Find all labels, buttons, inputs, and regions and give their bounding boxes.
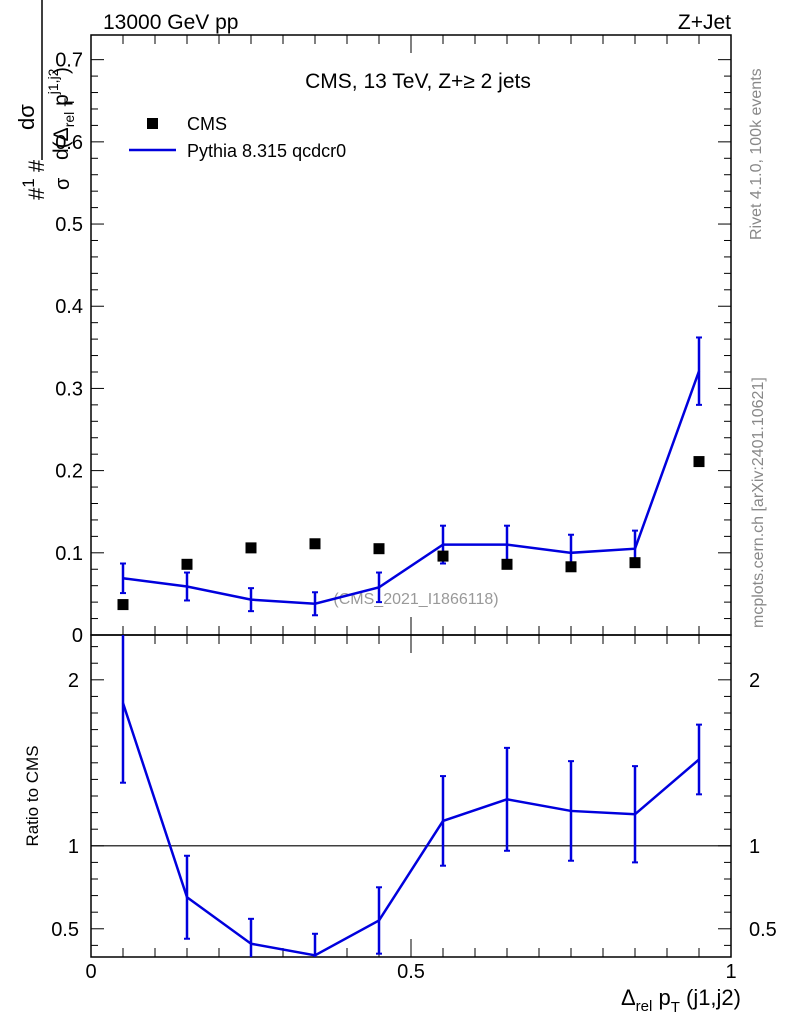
ratio-ylabel: Ratio to CMS <box>23 745 42 846</box>
ratio-ytick-label-left: 1 <box>68 836 79 858</box>
svg-text:d(Δrel pj1,j2T): d(Δrel pj1,j2T) <box>45 67 77 160</box>
main-ytick-label: 0.1 <box>55 543 83 565</box>
plot-title: CMS, 13 TeV, Z+≥ 2 jets <box>305 70 531 93</box>
main-ytick-label: 0.7 <box>55 50 83 72</box>
header-right: Z+Jet <box>678 11 731 34</box>
ratio-series <box>120 635 702 957</box>
xtick-label: 0.5 <box>397 961 425 983</box>
cms-data-point <box>117 599 129 611</box>
xtick-label: 0 <box>85 961 96 983</box>
header-left: 13000 GeV pp <box>103 11 238 34</box>
main-ytick-label: 0.2 <box>55 461 83 483</box>
mcplots-label: mcplots.cern.ch [arXiv:2401.10621] <box>750 377 767 628</box>
cms-data-point <box>309 538 321 550</box>
svg-text:#1 #: #1 # <box>19 159 49 200</box>
ratio-ytick-label-right: 0.5 <box>749 919 777 941</box>
ratio-axes: 0 0.5 1 0.5 0.5 1 1 2 2 <box>51 635 777 983</box>
ratio-ytick-label-right: 2 <box>749 670 760 692</box>
ratio-ytick-label-left: 0.5 <box>51 919 79 941</box>
main-series <box>117 336 705 617</box>
cms-data-point <box>693 456 705 468</box>
cms-data-point <box>629 557 641 569</box>
cms-data-point <box>565 561 577 573</box>
ratio-line <box>121 702 700 957</box>
main-ytick-label: 0.4 <box>55 296 83 318</box>
xtick-label: 1 <box>725 961 736 983</box>
cms-data-point <box>501 558 513 570</box>
rivet-label: Rivet 4.1.0, 100k events <box>748 68 765 240</box>
legend-label-cms: CMS <box>187 114 227 134</box>
ratio-ytick-label-left: 2 <box>68 670 79 692</box>
svg-text:σ: σ <box>52 177 74 190</box>
svg-text:dσ: dσ <box>14 104 39 130</box>
legend: CMS Pythia 8.315 qcdcr0 <box>129 114 346 161</box>
main-ytick-label: 0 <box>72 625 83 647</box>
main-ylabel: #1 # σ dσ d(Δrel pj1,j2T) <box>14 0 77 200</box>
cms-data-point <box>437 550 449 562</box>
mc-line <box>122 370 701 606</box>
main-axes: 0 0.1 0.2 0.3 0.4 0.5 0.6 0.7 <box>55 35 732 647</box>
main-ytick-label: 0.5 <box>55 214 83 236</box>
main-ytick-label: 0.6 <box>55 132 83 154</box>
main-ytick-label: 0.3 <box>55 378 83 400</box>
ratio-ytick-label-right: 1 <box>749 836 760 858</box>
legend-marker-cms <box>147 118 158 129</box>
cms-data-point <box>181 558 193 570</box>
cms-data-point <box>245 542 257 554</box>
watermark: (CMS_2021_I1866118) <box>333 591 498 608</box>
xlabel: Δrel pT (j1,j2) <box>621 985 741 1016</box>
legend-label-pythia: Pythia 8.315 qcdcr0 <box>187 141 346 161</box>
cms-data-point <box>373 543 385 555</box>
